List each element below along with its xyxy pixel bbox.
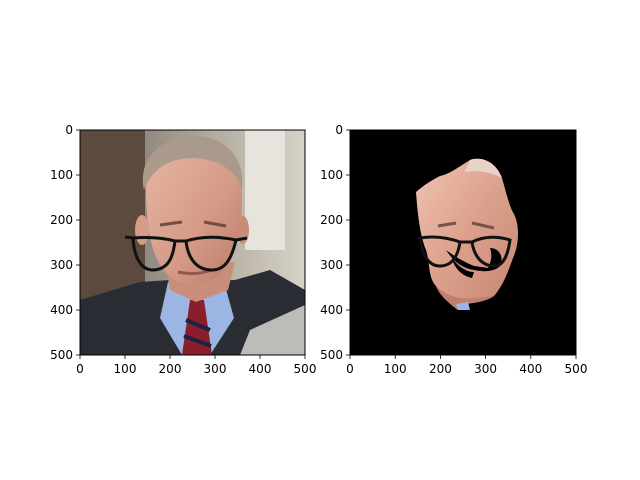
left-hair <box>142 136 243 190</box>
right-x-tick-label: 300 <box>474 362 497 376</box>
right-y-tick-label: 100 <box>320 168 343 182</box>
right-face-segment <box>416 158 519 310</box>
left-window-light <box>245 130 285 250</box>
left-x-tick-label: 400 <box>249 362 272 376</box>
left-y-tick-label: 500 <box>50 348 73 362</box>
right-y-tick-label: 500 <box>320 348 343 362</box>
right-lower-face <box>436 286 494 310</box>
left-tie <box>182 300 212 355</box>
right-y-tick-label: 300 <box>320 258 343 272</box>
right-x-tick-label: 0 <box>346 362 354 376</box>
right-x-tick-label: 200 <box>429 362 452 376</box>
left-axes-frame <box>79 129 306 356</box>
right-mask-hole <box>446 248 502 272</box>
right-collar-bit <box>456 302 470 310</box>
left-y-tick-label: 100 <box>50 168 73 182</box>
left-tie-stripes <box>183 318 212 348</box>
right-x-tick-label: 400 <box>519 362 542 376</box>
left-y-tick-label: 0 <box>65 123 73 137</box>
left-x-tick-label: 500 <box>294 362 317 376</box>
left-face <box>145 142 243 285</box>
left-y-tick-label: 300 <box>50 258 73 272</box>
left-gray-coat <box>240 305 305 355</box>
left-brows <box>159 220 227 228</box>
left-x-tick-label: 100 <box>114 362 137 376</box>
right-y-tick-label: 0 <box>335 123 343 137</box>
left-x-tick-label: 200 <box>159 362 182 376</box>
right-image-panel <box>350 130 576 355</box>
right-hair-segment <box>464 158 502 178</box>
right-x-tick-label: 100 <box>384 362 407 376</box>
left-glasses <box>124 235 248 272</box>
left-ear-left <box>135 215 149 245</box>
right-axes-frame <box>349 129 577 356</box>
left-y-tick-label: 200 <box>50 213 73 227</box>
left-x-tick-label: 300 <box>204 362 227 376</box>
right-brows <box>437 221 495 230</box>
right-glasses <box>418 235 512 268</box>
right-y-tick-label: 400 <box>320 303 343 317</box>
left-y-tick-label: 400 <box>50 303 73 317</box>
right-y-tick-label: 200 <box>320 213 343 227</box>
right-mouth-hole <box>452 258 474 278</box>
left-image-panel <box>80 130 305 355</box>
left-x-tick-label: 0 <box>76 362 84 376</box>
right-x-tick-label: 500 <box>565 362 588 376</box>
